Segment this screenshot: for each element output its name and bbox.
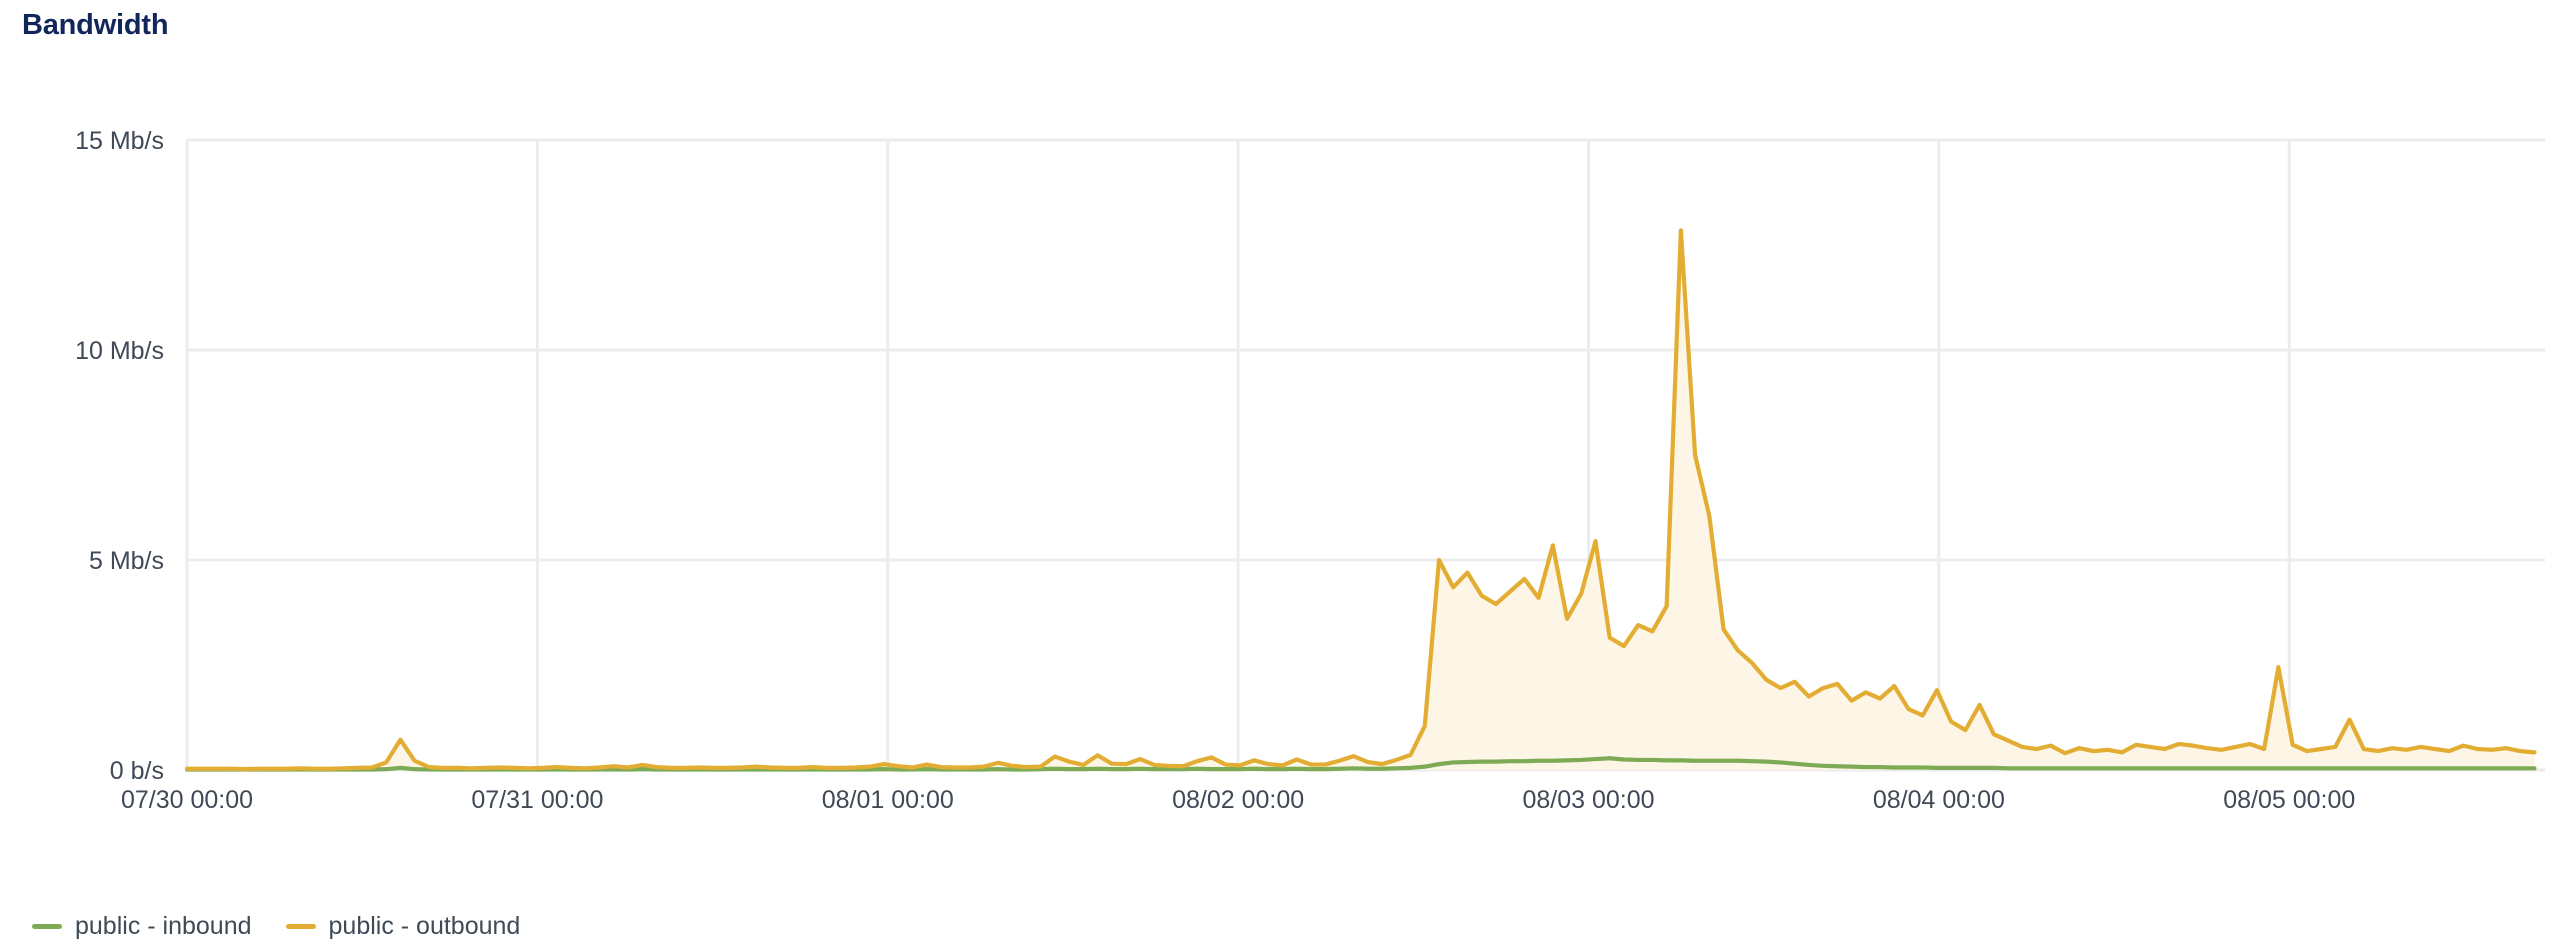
x-axis-tick-label: 08/02 00:00 xyxy=(1172,786,1304,814)
x-axis-tick-label: 08/05 00:00 xyxy=(2223,786,2355,814)
x-axis-tick-label: 07/31 00:00 xyxy=(471,786,603,814)
legend-item-label: public - outbound xyxy=(328,912,521,940)
x-axis-tick-label: 08/03 00:00 xyxy=(1522,786,1654,814)
legend-item-outbound[interactable]: public - outbound xyxy=(285,912,521,940)
series-area-fills xyxy=(187,230,2535,771)
area-fill-public-outbound xyxy=(187,230,2535,771)
x-axis-tick-label: 08/04 00:00 xyxy=(1873,786,2005,814)
x-axis-tick-label: 08/01 00:00 xyxy=(822,786,954,814)
vertical-gridlines xyxy=(185,140,2291,770)
legend-item-label: public - inbound xyxy=(75,912,252,940)
line-public-outbound xyxy=(184,228,2537,772)
line-swatch-icon xyxy=(32,923,62,929)
legend-item-inbound[interactable]: public - inbound xyxy=(32,912,252,940)
horizontal-gridlines xyxy=(187,138,2545,772)
x-axis-tick-labels: 07/30 00:00 07/31 00:00 08/01 00:00 08/02 0… xyxy=(121,786,2355,814)
x-axis-tick-label: 07/30 00:00 xyxy=(121,786,253,814)
series-lines xyxy=(184,228,2537,772)
line-swatch-icon xyxy=(285,923,316,929)
y-axis-tick-label: 10 Mb/s xyxy=(75,337,164,365)
y-axis-tick-label: 15 Mb/s xyxy=(75,127,164,155)
chart-legend: public - inbound public - outbound xyxy=(32,908,520,944)
y-axis-tick-label: 5 Mb/s xyxy=(89,547,164,575)
y-axis-tick-label: 0 b/s xyxy=(110,757,164,785)
page-title: Bandwidth xyxy=(22,9,169,41)
y-axis-tick-labels: 0 b/s 5 Mb/s 10 Mb/s 15 Mb/s xyxy=(75,127,164,785)
